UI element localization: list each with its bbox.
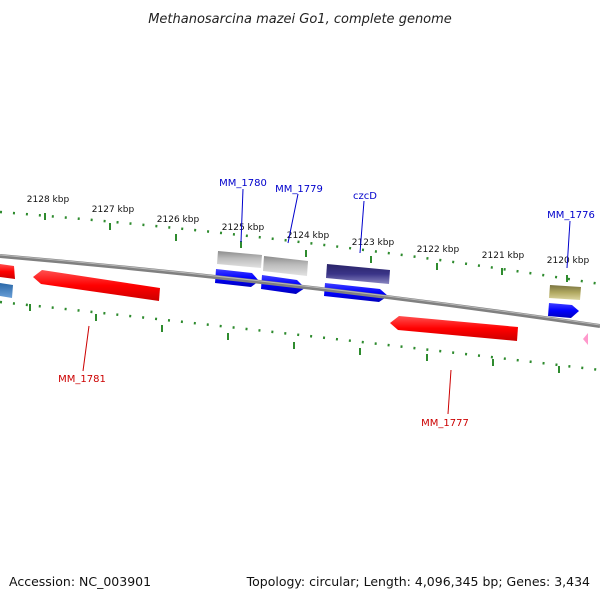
genome-backbone <box>0 254 600 328</box>
ruler-label: 2126 kbp <box>157 215 200 225</box>
gene-feature-mm-1776[interactable] <box>549 285 581 300</box>
gene-label-mm-1777: MM_1777 <box>421 418 469 429</box>
ruler-label: 2128 kbp <box>27 195 70 205</box>
outer-ruler-labels: 2128 kbp 2127 kbp 2126 kbp 2125 kbp 2124… <box>27 195 590 266</box>
ruler-label: 2122 kbp <box>417 245 460 255</box>
gene-feature-mm-1780[interactable] <box>217 251 262 268</box>
gene-label-mm-1780: MM_1780 <box>219 178 267 189</box>
left-edge-genes <box>0 264 15 298</box>
forward-gene-row <box>217 251 581 300</box>
gene-feature-partial-pink[interactable] <box>583 333 588 345</box>
forward-gene-labels: MM_1780 MM_1779 czcD MM_1776 <box>219 178 595 269</box>
ruler-label: 2127 kbp <box>92 205 135 215</box>
leader-line <box>359 200 365 254</box>
gene-feature-partial-steel[interactable] <box>0 283 13 298</box>
leader-line <box>566 220 571 269</box>
ruler-label: 2120 kbp <box>547 256 590 266</box>
ruler-label: 2123 kbp <box>352 238 395 248</box>
ruler-label: 2124 kbp <box>287 231 330 241</box>
gene-label-mm-1776: MM_1776 <box>547 210 595 221</box>
leader-line <box>82 325 90 372</box>
ruler-label: 2125 kbp <box>222 223 265 233</box>
leader-line <box>240 188 244 243</box>
forward-cds-row <box>215 269 579 318</box>
gene-feature-czcd[interactable] <box>326 264 390 284</box>
gene-feature-partial-red[interactable] <box>0 264 15 279</box>
map-title: Methanosarcina mazei Go1, complete genom… <box>148 12 452 27</box>
outer-ruler-major-ticks <box>44 213 568 282</box>
gene-label-czcd: czcD <box>353 191 377 202</box>
outer-ruler: 2128 kbp 2127 kbp 2126 kbp 2125 kbp 2124… <box>0 195 600 286</box>
reverse-cds-row <box>33 270 588 345</box>
gene-label-mm-1781: MM_1781 <box>58 374 106 385</box>
leader-line <box>447 369 452 415</box>
inner-ruler <box>0 300 600 373</box>
accession-text: Accession: NC_003901 <box>9 574 151 589</box>
inner-ruler-major-ticks <box>29 304 560 373</box>
ruler-label: 2121 kbp <box>482 251 525 261</box>
cds-arrow-mm-1777[interactable] <box>390 316 518 341</box>
cds-arrow-mm-1776[interactable] <box>548 303 579 318</box>
gene-feature-mm-1779[interactable] <box>263 256 308 276</box>
gene-label-mm-1779: MM_1779 <box>275 184 323 195</box>
reverse-gene-labels: MM_1781 MM_1777 <box>58 325 469 429</box>
genome-backbone-highlight <box>0 254 600 326</box>
cds-arrow-mm-1781[interactable] <box>33 270 160 301</box>
genome-summary-text: Topology: circular; Length: 4,096,345 bp… <box>246 574 590 589</box>
leader-line <box>287 193 299 244</box>
